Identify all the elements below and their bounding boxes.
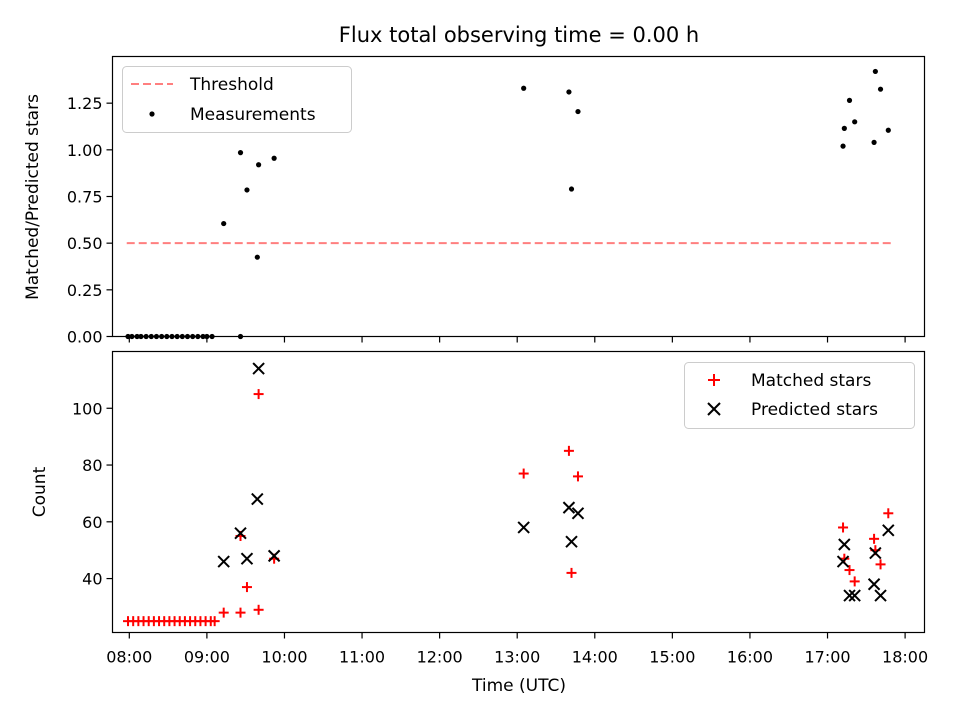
legend-measurements-swatch bbox=[149, 111, 155, 117]
matched-star-point bbox=[844, 565, 855, 576]
measurement-point bbox=[256, 162, 262, 168]
top-legend-box bbox=[122, 66, 352, 133]
matched-star-point bbox=[235, 607, 246, 618]
top-y-axis-label: Matched/Predicted stars bbox=[23, 94, 43, 300]
predicted-star-point bbox=[217, 555, 230, 568]
measurement-point bbox=[872, 68, 878, 75]
top-y-tick-label: 1.25 bbox=[67, 94, 103, 113]
measurement-point bbox=[221, 220, 227, 227]
predicted-star-point bbox=[565, 535, 578, 548]
predicted-star-point bbox=[843, 589, 856, 602]
legend-threshold-label: Threshold bbox=[189, 75, 274, 95]
bottom-x-tick-label: 14:00 bbox=[572, 648, 618, 667]
measurement-point bbox=[575, 108, 581, 115]
matched-star-point bbox=[566, 567, 577, 578]
bottom-x-tick-label: 18:00 bbox=[882, 648, 928, 667]
matched-star-point bbox=[875, 559, 886, 570]
bottom-y-tick-label: 40 bbox=[82, 570, 102, 589]
bottom-x-tick-label: 11:00 bbox=[339, 648, 385, 667]
measurement-point bbox=[885, 127, 891, 133]
bottom-x-tick-label: 15:00 bbox=[649, 648, 695, 667]
top-y-tick-label: 1.00 bbox=[67, 141, 103, 160]
legend-measurements-label: Measurements bbox=[190, 105, 316, 125]
measurement-point bbox=[254, 254, 260, 260]
bottom-x-tick-label: 16:00 bbox=[727, 648, 773, 667]
measurement-point bbox=[271, 155, 277, 161]
predicted-star-point bbox=[869, 546, 882, 560]
measurement-point bbox=[840, 143, 846, 149]
matched-star-point bbox=[209, 616, 220, 627]
measurement-point bbox=[846, 97, 853, 103]
matched-star-point bbox=[241, 582, 252, 593]
legend-predicted-label: Predicted stars bbox=[751, 400, 878, 420]
bottom-plot-marks bbox=[123, 362, 895, 627]
matched-star-point bbox=[518, 468, 529, 479]
matched-star-point bbox=[253, 604, 264, 615]
predicted-star-point bbox=[874, 589, 887, 602]
predicted-star-point bbox=[517, 521, 530, 534]
matched-star-point bbox=[883, 508, 894, 519]
bottom-plot-frame bbox=[111, 350, 926, 634]
bottom-y-tick-label: 60 bbox=[82, 513, 102, 532]
predicted-star-point bbox=[252, 362, 265, 375]
bottom-y-axis-label: Count bbox=[30, 466, 50, 517]
matched-star-point bbox=[572, 471, 583, 482]
top-plot: 0.00 0.25 0.50 0.75 1.00 1.25 Matched/Predict… bbox=[23, 55, 926, 347]
matched-star-point bbox=[849, 576, 860, 587]
top-y-axis: 0.00 0.25 0.50 0.75 1.00 1.25 bbox=[67, 94, 113, 347]
bottom-x-axis: 08:00 09:00 10:00 11:00 12:00 13:00 14:00 15:00… bbox=[106, 632, 928, 667]
predicted-star-point bbox=[267, 549, 281, 563]
top-chart-title: Flux total observing time = 0.00 h bbox=[339, 23, 699, 47]
legend-matched-swatch bbox=[708, 374, 720, 386]
top-y-tick-label: 0.25 bbox=[67, 281, 103, 300]
matched-star-point bbox=[218, 607, 229, 618]
top-y-tick-label: 0.00 bbox=[67, 328, 103, 347]
measurement-point bbox=[566, 89, 572, 95]
bottom-x-tick-label: 08:00 bbox=[106, 648, 152, 667]
measurement-point bbox=[244, 187, 250, 193]
predicted-star-point bbox=[867, 578, 881, 591]
bottom-x-axis-label: Time (UTC) bbox=[471, 676, 566, 696]
measurement-point bbox=[568, 186, 575, 192]
bottom-legend-box bbox=[684, 362, 915, 429]
bottom-x-tick-label: 12:00 bbox=[417, 648, 463, 667]
predicted-star-point bbox=[571, 507, 585, 520]
predicted-star-point bbox=[836, 555, 850, 568]
matched-star-point bbox=[838, 522, 849, 533]
measurement-point bbox=[841, 125, 847, 131]
predicted-star-point bbox=[882, 524, 895, 537]
matched-star-point bbox=[869, 533, 880, 544]
predicted-star-point bbox=[240, 552, 254, 565]
matched-star-point bbox=[253, 389, 264, 400]
bottom-plot: 40 60 80 100 08:00 09:00 10:00 11:00 12:00 13:00… bbox=[30, 350, 928, 696]
measurement-point bbox=[521, 85, 527, 91]
legend-predicted-swatch bbox=[707, 402, 721, 416]
matched-star-point bbox=[563, 445, 574, 456]
top-legend: Threshold Measurements bbox=[122, 66, 352, 133]
measurement-point bbox=[877, 86, 884, 92]
bottom-x-tick-label: 13:00 bbox=[494, 648, 540, 667]
bottom-x-tick-label: 17:00 bbox=[804, 648, 850, 667]
bottom-y-tick-label: 80 bbox=[82, 456, 102, 475]
predicted-star-point bbox=[251, 492, 264, 506]
predicted-star-point bbox=[562, 501, 576, 514]
measurement-point bbox=[852, 119, 858, 125]
bottom-legend: Matched stars Predicted stars bbox=[684, 362, 915, 429]
predicted-star-point bbox=[838, 538, 851, 551]
measurement-point bbox=[871, 139, 877, 145]
predicted-star-point bbox=[234, 526, 247, 540]
top-x-axis bbox=[128, 336, 906, 343]
bottom-y-axis: 40 60 80 100 bbox=[72, 399, 113, 589]
bottom-x-tick-label: 09:00 bbox=[184, 648, 230, 667]
legend-matched-label: Matched stars bbox=[751, 371, 871, 391]
top-y-tick-label: 0.75 bbox=[67, 188, 103, 207]
predicted-star-point bbox=[848, 589, 861, 602]
bottom-x-tick-label: 10:00 bbox=[261, 648, 307, 667]
measurement-point bbox=[237, 150, 244, 156]
bottom-y-tick-label: 100 bbox=[72, 399, 103, 418]
top-y-tick-label: 0.50 bbox=[67, 234, 103, 253]
